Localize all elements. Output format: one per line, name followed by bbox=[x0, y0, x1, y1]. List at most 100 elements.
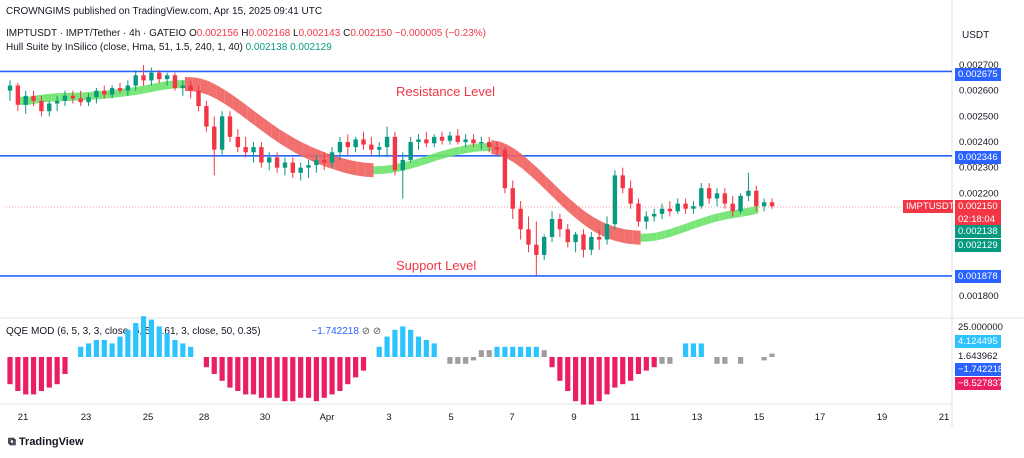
qqe-bar bbox=[30, 357, 37, 395]
price-tick-label: 0.001800 bbox=[959, 291, 999, 302]
qqe-bar bbox=[337, 357, 343, 391]
candle-body bbox=[157, 72, 162, 80]
qqe-bar bbox=[125, 329, 131, 357]
qqe-bar bbox=[219, 357, 225, 381]
qqe-bar bbox=[235, 357, 241, 391]
qqe-bar bbox=[463, 357, 469, 364]
candle-body bbox=[345, 142, 350, 148]
qqe-bar bbox=[573, 357, 579, 402]
qqe-icons[interactable]: ⊘ ⊘ bbox=[361, 326, 382, 337]
hull-segment bbox=[334, 155, 343, 173]
qqe-bar bbox=[258, 357, 264, 398]
qqe-bar bbox=[486, 350, 492, 357]
price-tag-countdown: 02:18:04 bbox=[955, 213, 1001, 226]
candle-body bbox=[125, 85, 131, 91]
hull-segment bbox=[271, 123, 280, 144]
qqe-bar bbox=[549, 357, 555, 368]
hull-segment bbox=[656, 230, 665, 241]
hull-segment bbox=[145, 83, 154, 94]
candle-body bbox=[369, 144, 374, 150]
hull-segment bbox=[530, 161, 539, 183]
candle-body bbox=[235, 136, 241, 148]
candle-body bbox=[683, 203, 688, 209]
hull-value-2: 0.002129 bbox=[290, 42, 332, 53]
hull-segment bbox=[514, 149, 523, 170]
time-tick-label: 13 bbox=[692, 412, 703, 423]
ohlc-low-label: L bbox=[293, 28, 299, 39]
price-change: −0.000005 (−0.23%) bbox=[394, 28, 486, 39]
qqe-bar bbox=[321, 357, 327, 398]
time-tick-label: 17 bbox=[815, 412, 826, 423]
currency-label[interactable]: USDT bbox=[962, 30, 990, 41]
time-tick-label: Apr bbox=[320, 412, 335, 423]
qqe-bar bbox=[203, 357, 209, 368]
candle-body bbox=[581, 234, 586, 250]
candle-body bbox=[70, 95, 76, 99]
candle-body bbox=[243, 147, 248, 153]
ohlc-close: 0.002150 bbox=[350, 28, 393, 39]
candles bbox=[7, 65, 775, 276]
candle-body bbox=[400, 159, 405, 171]
candle-body bbox=[274, 157, 280, 168]
tradingview-logo[interactable]: ⧉ TradingView bbox=[8, 436, 84, 449]
qqe-bar bbox=[360, 357, 367, 371]
candle-body bbox=[534, 244, 539, 255]
candle-body bbox=[102, 90, 107, 95]
support-label: Support Level bbox=[396, 258, 477, 273]
price-tag-last: 0.002150 bbox=[955, 200, 1001, 213]
qqe-axis-mid: 1.643962 bbox=[958, 351, 998, 362]
candle-body bbox=[565, 229, 570, 243]
price-tick-label: 0.002400 bbox=[959, 137, 999, 148]
qqe-bar bbox=[510, 346, 516, 357]
hull-segment bbox=[247, 106, 256, 127]
qqe-bar bbox=[525, 346, 532, 357]
qqe-bar bbox=[447, 357, 453, 364]
candle-body bbox=[714, 193, 720, 199]
candle-body bbox=[298, 167, 303, 173]
tradingview-logo-text: TradingView bbox=[18, 436, 84, 448]
hull-segment bbox=[593, 217, 602, 236]
qqe-bar bbox=[612, 357, 618, 388]
hull-segment bbox=[161, 81, 170, 91]
qqe-histogram bbox=[7, 316, 775, 405]
candle-body bbox=[172, 75, 178, 89]
hull-value-1: 0.002138 bbox=[245, 42, 288, 53]
hull-segment bbox=[546, 176, 555, 199]
ohlc-open-label: O bbox=[189, 28, 197, 39]
hull-segment bbox=[381, 165, 390, 174]
candle-body bbox=[596, 236, 602, 240]
qqe-bar bbox=[627, 357, 634, 381]
qqe-bar bbox=[290, 357, 296, 402]
qqe-bar bbox=[541, 350, 547, 357]
hull-segment bbox=[302, 142, 311, 161]
candle-body bbox=[251, 147, 256, 153]
candle-body bbox=[557, 219, 563, 230]
hull-segment bbox=[554, 184, 563, 206]
candle-body bbox=[204, 106, 209, 127]
qqe-bar bbox=[392, 329, 398, 357]
qqe-bar bbox=[62, 357, 68, 374]
qqe-bar bbox=[164, 333, 170, 357]
ohlc-high-label: H bbox=[241, 28, 249, 39]
hull-segment bbox=[679, 222, 688, 234]
candle-body bbox=[432, 136, 437, 144]
candle-body bbox=[149, 72, 154, 81]
price-tick-label: 0.002600 bbox=[959, 86, 999, 97]
hull-segment bbox=[224, 89, 233, 109]
hull-segment bbox=[624, 229, 633, 245]
hull-segment bbox=[562, 191, 570, 214]
candle-body bbox=[212, 126, 217, 150]
hull-segment bbox=[475, 143, 484, 152]
candle-body bbox=[267, 157, 272, 163]
qqe-axis-top: 25.000000 bbox=[958, 322, 1003, 333]
qqe-bar bbox=[682, 343, 689, 357]
hull-segment bbox=[632, 230, 641, 245]
candle-body bbox=[329, 152, 335, 163]
candle-body bbox=[47, 103, 52, 112]
candle-body bbox=[392, 136, 398, 171]
symbol-title[interactable]: IMPTUSDT · IMPT/Tether · 4h · GATEIO bbox=[6, 28, 187, 39]
hull-legend[interactable]: Hull Suite by InSilico (close, Hma, 51, … bbox=[6, 42, 332, 53]
hull-segment bbox=[750, 205, 759, 216]
qqe-bar bbox=[140, 316, 147, 357]
